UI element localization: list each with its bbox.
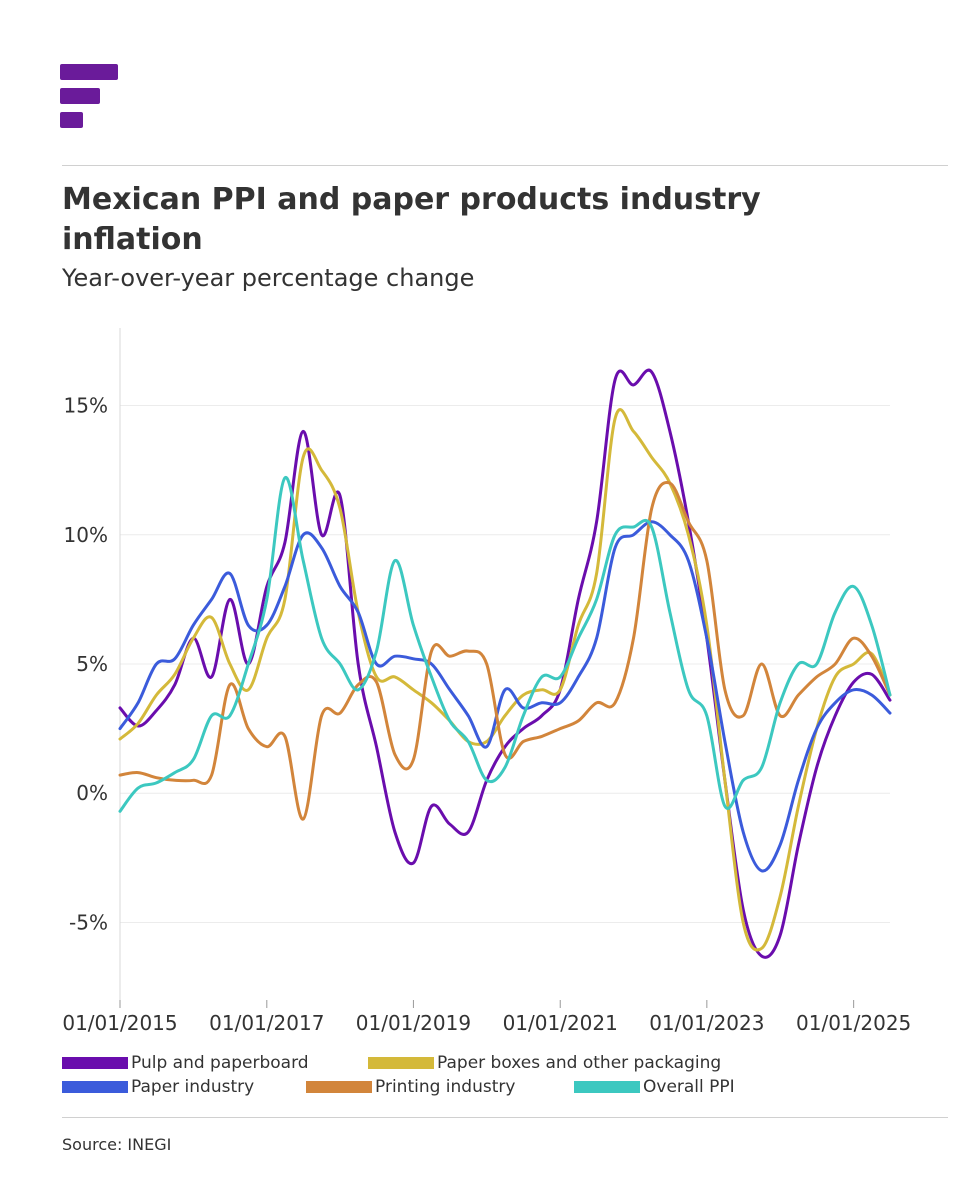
legend-item-paper-industry: Paper industry bbox=[62, 1077, 254, 1097]
legend-swatch bbox=[62, 1081, 128, 1093]
y-tick-label: 5% bbox=[76, 652, 108, 676]
chart-title: Mexican PPI and paper products industry … bbox=[62, 182, 761, 257]
legend-swatch bbox=[306, 1081, 372, 1093]
series-layer bbox=[118, 368, 892, 959]
grid-layer bbox=[119, 328, 890, 1008]
legend-swatch bbox=[574, 1081, 640, 1093]
x-tick-label: 01/01/2025 bbox=[796, 1011, 911, 1035]
x-tick-label: 01/01/2023 bbox=[649, 1011, 764, 1035]
y-tick-label: 15% bbox=[64, 394, 108, 418]
x-tick-label: 01/01/2015 bbox=[62, 1011, 177, 1035]
chart-legend: Pulp and paperboard Paper boxes and other… bbox=[62, 1053, 942, 1103]
brand-logo bbox=[60, 64, 120, 130]
legend-label: Pulp and paperboard bbox=[131, 1053, 309, 1073]
legend-swatch bbox=[368, 1057, 434, 1069]
bottom-divider bbox=[62, 1117, 948, 1118]
series-line-printing-industry bbox=[118, 481, 892, 821]
y-tick-label: 0% bbox=[76, 781, 108, 805]
legend-label: Paper boxes and other packaging bbox=[437, 1053, 722, 1073]
x-tick-label: 01/01/2021 bbox=[503, 1011, 618, 1035]
logo-bar-middle bbox=[60, 88, 100, 104]
legend-label: Overall PPI bbox=[643, 1077, 735, 1097]
series-line-paper-boxes-and-other-packaging bbox=[118, 408, 892, 952]
y-tick-label: 10% bbox=[64, 523, 108, 547]
x-tick-label: 01/01/2017 bbox=[209, 1011, 324, 1035]
legend-item-pulp-and-paperboard: Pulp and paperboard bbox=[62, 1053, 309, 1073]
legend-item-paper-boxes-and-other-packaging: Paper boxes and other packaging bbox=[368, 1053, 721, 1073]
logo-bar-top bbox=[60, 64, 118, 80]
logo-bar-bottom bbox=[60, 112, 83, 128]
x-tick-label: 01/01/2019 bbox=[356, 1011, 471, 1035]
line-chart: 15% 10% 5% 0% -5% 01/01/2015 01/01/2017 01/01/2… bbox=[62, 328, 911, 1035]
top-divider bbox=[62, 165, 948, 166]
legend-item-printing-industry: Printing industry bbox=[306, 1077, 515, 1097]
legend-label: Printing industry bbox=[375, 1077, 516, 1097]
series-line-overall-ppi bbox=[118, 476, 892, 813]
legend-swatch bbox=[62, 1057, 128, 1069]
source-note: Source: INEGI bbox=[62, 1135, 172, 1154]
chart-subtitle: Year-over-year percentage change bbox=[62, 264, 475, 292]
legend-item-overall-ppi: Overall PPI bbox=[574, 1077, 735, 1097]
label-layer: 15% 10% 5% 0% -5% 01/01/2015 01/01/2017 01/01/2… bbox=[62, 394, 911, 1035]
legend-label: Paper industry bbox=[131, 1077, 255, 1097]
series-line-paper-industry bbox=[118, 520, 892, 873]
y-tick-label: -5% bbox=[69, 910, 108, 934]
